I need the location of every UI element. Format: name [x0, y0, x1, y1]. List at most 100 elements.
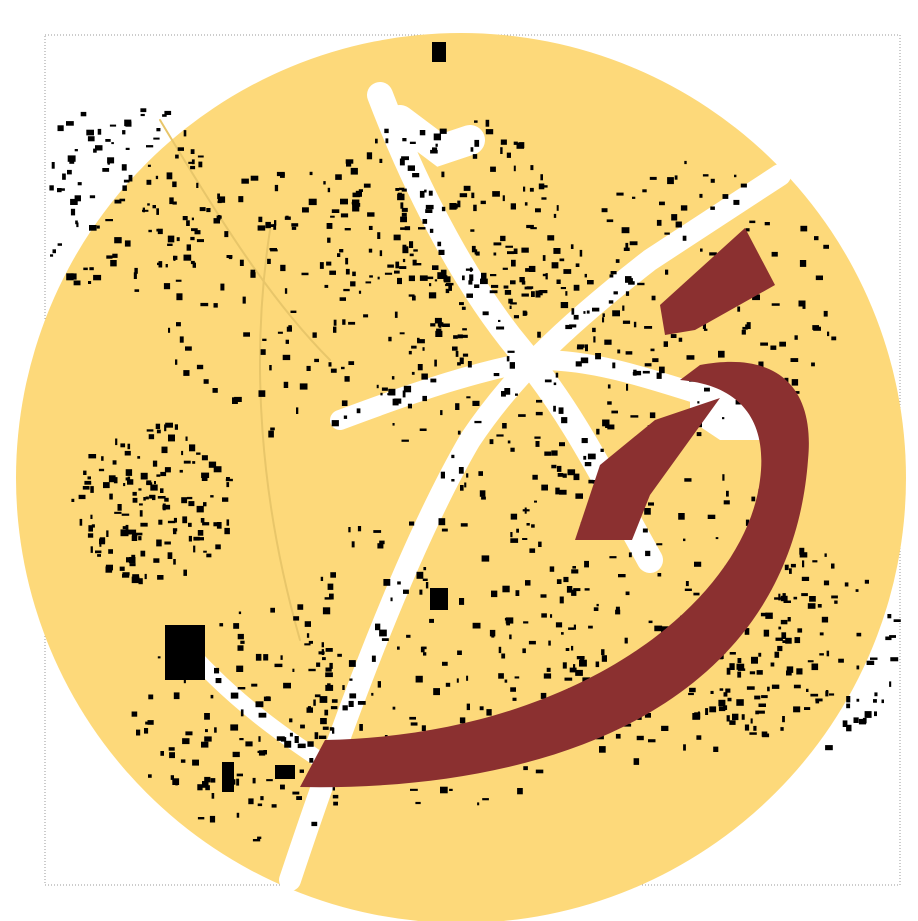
building — [606, 219, 614, 223]
building — [216, 215, 222, 219]
building — [596, 428, 600, 435]
building — [510, 513, 518, 520]
building — [542, 273, 547, 277]
building — [215, 678, 222, 684]
building — [556, 465, 562, 472]
building — [633, 758, 640, 765]
building — [327, 187, 331, 193]
building — [456, 678, 459, 683]
building — [324, 709, 329, 716]
building — [625, 242, 629, 250]
building — [290, 310, 297, 313]
building — [432, 147, 438, 152]
building — [858, 718, 866, 725]
building — [403, 589, 409, 594]
building — [222, 497, 229, 502]
building — [339, 249, 344, 253]
building — [490, 166, 496, 172]
building — [392, 398, 399, 406]
building — [200, 302, 209, 307]
building — [873, 699, 877, 703]
building — [504, 388, 511, 395]
building — [344, 376, 350, 382]
building — [678, 513, 685, 520]
building — [402, 244, 407, 251]
building — [593, 336, 596, 343]
building — [199, 207, 206, 212]
building — [165, 264, 168, 268]
building — [119, 566, 125, 571]
building — [580, 357, 589, 364]
building — [226, 482, 230, 488]
building — [794, 637, 801, 644]
building — [422, 219, 428, 224]
building — [245, 741, 253, 747]
building — [169, 752, 175, 759]
building — [155, 423, 161, 429]
building — [596, 603, 599, 607]
building — [124, 119, 132, 127]
building — [725, 688, 731, 693]
building — [741, 329, 746, 335]
building — [348, 660, 356, 667]
building — [563, 576, 569, 583]
building — [735, 400, 741, 405]
building — [77, 182, 82, 186]
building — [369, 275, 373, 278]
building — [328, 362, 332, 367]
building — [757, 710, 765, 714]
building — [565, 648, 570, 651]
building — [430, 323, 436, 327]
building — [797, 628, 803, 633]
building — [139, 503, 143, 506]
building — [90, 546, 93, 553]
building — [509, 634, 512, 640]
building — [801, 593, 808, 597]
building — [753, 725, 757, 731]
building — [455, 350, 459, 357]
building — [466, 675, 469, 681]
building — [155, 175, 159, 180]
building — [342, 705, 348, 711]
building — [846, 724, 852, 732]
building — [314, 732, 319, 740]
building — [109, 493, 113, 500]
building — [186, 244, 191, 251]
building — [516, 142, 524, 149]
building — [410, 722, 418, 726]
building — [196, 239, 204, 243]
building — [409, 521, 415, 526]
building — [740, 183, 747, 188]
building — [601, 208, 608, 213]
building — [321, 642, 324, 648]
building — [790, 358, 799, 362]
building — [88, 281, 92, 284]
building — [128, 174, 133, 182]
building — [368, 225, 373, 230]
building — [521, 247, 529, 253]
building — [366, 152, 373, 160]
building — [173, 517, 177, 523]
building — [540, 692, 547, 699]
building — [466, 396, 471, 399]
building — [678, 337, 683, 342]
building — [718, 350, 725, 358]
building — [819, 632, 824, 636]
building — [348, 321, 356, 325]
building — [131, 711, 138, 717]
building — [893, 619, 901, 622]
building — [352, 271, 356, 277]
building — [437, 241, 442, 247]
building — [167, 520, 176, 524]
building — [507, 350, 515, 353]
building — [399, 187, 405, 191]
building — [291, 223, 299, 227]
building — [97, 554, 101, 557]
building — [208, 461, 217, 468]
building — [733, 199, 740, 205]
building — [168, 747, 175, 751]
building — [741, 714, 745, 720]
building — [190, 165, 196, 170]
building — [825, 745, 833, 751]
building — [794, 335, 798, 340]
